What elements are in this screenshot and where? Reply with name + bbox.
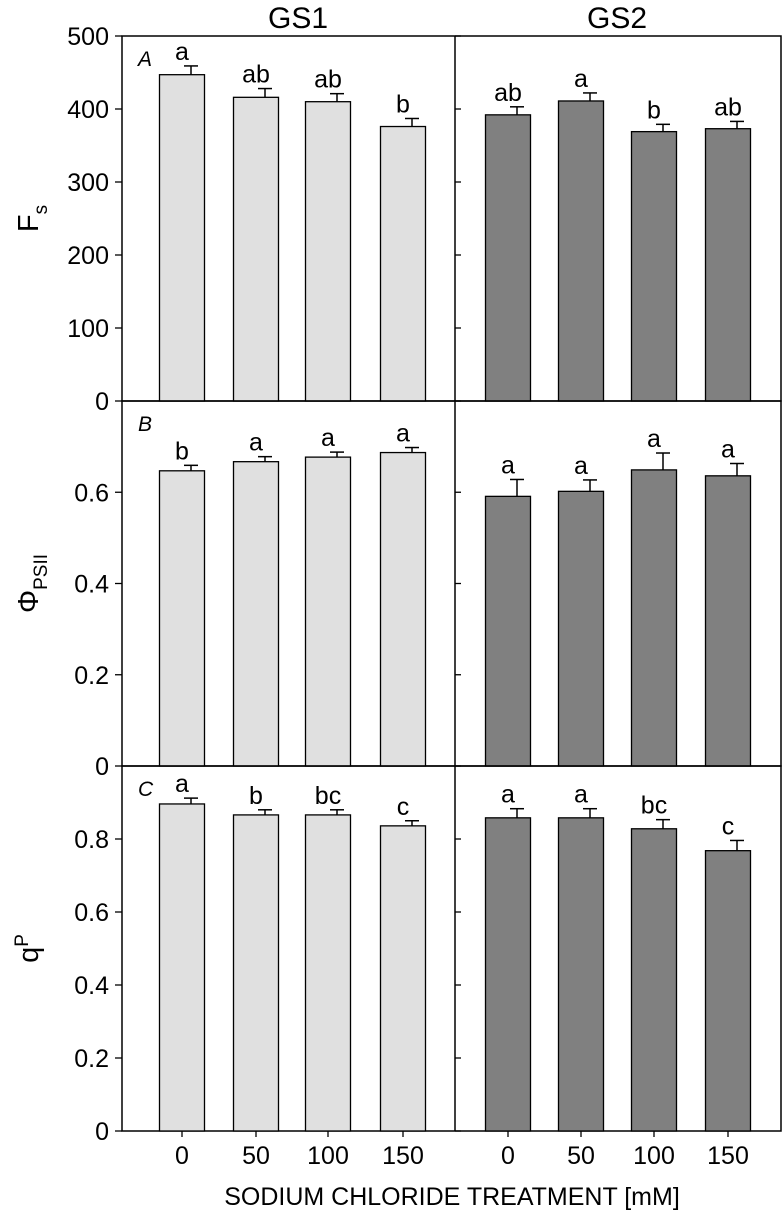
panel-letter: B: [138, 413, 152, 436]
bar-gs2-150: [704, 850, 752, 1132]
bar-gs2-0: [484, 495, 532, 767]
y-tick-label: 0: [95, 753, 109, 781]
x-tick-label: 0: [501, 1142, 515, 1170]
significance-letter: b: [249, 782, 263, 810]
y-axis-label-main: F: [13, 214, 45, 232]
panel-letter: C: [138, 778, 154, 801]
significance-letter: a: [574, 65, 588, 93]
bar-gs2-150: [704, 128, 752, 402]
y-axis-label-main: Φ: [13, 590, 45, 613]
bar-gs1-50: [232, 96, 280, 402]
significance-letter: a: [249, 429, 263, 457]
significance-letter: c: [722, 812, 735, 840]
bar-gs1-50: [232, 461, 280, 767]
y-tick-label: 400: [67, 96, 109, 124]
significance-letter: b: [647, 96, 661, 124]
bar-gs1-100: [304, 456, 352, 767]
y-axis-label-sub: s: [31, 205, 52, 215]
panel-letter: A: [136, 48, 152, 71]
column-title-gs1: GS1: [268, 2, 328, 35]
y-tick-label: 0.6: [74, 899, 109, 927]
bar-gs2-0: [484, 817, 532, 1132]
bar-gs2-50: [557, 490, 605, 767]
y-axis-label: Fs: [13, 205, 52, 232]
y-axis-label-main: q: [13, 947, 45, 963]
panel-frame: [121, 765, 782, 1132]
significance-letter: ab: [314, 66, 342, 94]
bar-gs2-150: [704, 475, 752, 767]
significance-letter: b: [396, 90, 410, 118]
x-tick-label: 0: [175, 1142, 189, 1170]
bar-gs2-100: [630, 130, 678, 402]
significance-letter: ab: [494, 79, 522, 107]
y-axis-label: ΦPSII: [13, 554, 52, 613]
bar-gs1-100: [304, 814, 352, 1132]
y-axis-label: qP: [12, 934, 45, 963]
significance-letter: c: [397, 793, 410, 821]
x-tick-label: 100: [633, 1142, 675, 1170]
bar-gs1-0: [158, 74, 206, 402]
y-tick-label: 100: [67, 315, 109, 343]
significance-letter: bc: [641, 792, 667, 820]
y-tick-label: 0.6: [74, 479, 109, 507]
bar-gs1-50: [232, 814, 280, 1132]
significance-letter: a: [574, 781, 588, 809]
significance-letter: a: [647, 425, 661, 453]
column-title-gs2: GS2: [587, 2, 647, 35]
y-axis-label-sub: P: [12, 934, 33, 947]
bar-gs1-150: [379, 825, 427, 1132]
y-axis-label-sub: PSII: [31, 554, 52, 590]
bar-gs1-150: [379, 125, 427, 402]
panel-b: 0 0.2 0.4 0.6 B ΦPSII b a a a a a a a: [13, 400, 782, 781]
significance-letter: ab: [714, 93, 742, 121]
x-tick-label: 100: [307, 1142, 349, 1170]
bar-gs2-100: [630, 469, 678, 767]
significance-letter: a: [396, 420, 410, 448]
y-tick-label: 0.2: [74, 1045, 109, 1073]
y-tick-label: 300: [67, 169, 109, 197]
significance-letter: ab: [242, 61, 270, 89]
y-tick-label: 0: [95, 1118, 109, 1146]
x-tick-label: 150: [382, 1142, 424, 1170]
y-tick-label: 0.4: [74, 571, 109, 599]
bar-gs1-100: [304, 101, 352, 402]
significance-letter: a: [501, 451, 515, 479]
significance-letter: bc: [315, 782, 341, 810]
x-axis: 0 50 100 150 0 50 100 150: [175, 1131, 749, 1170]
y-tick-label: 200: [67, 242, 109, 270]
y-tick-label: 0.2: [74, 662, 109, 690]
panel-frame: [121, 35, 782, 402]
bar-gs2-0: [484, 114, 532, 402]
bar-gs1-150: [379, 451, 427, 767]
bar-gs2-50: [557, 817, 605, 1132]
column-titles: GS1 GS2: [268, 2, 647, 35]
x-tick-label: 50: [242, 1142, 270, 1170]
significance-letter: a: [175, 770, 189, 798]
bar-gs2-100: [630, 828, 678, 1132]
significance-letter: a: [501, 781, 515, 809]
significance-letter: a: [321, 424, 335, 452]
bar-gs1-0: [158, 803, 206, 1132]
y-tick-label: 0.8: [74, 826, 109, 854]
bar-gs1-0: [158, 470, 206, 767]
y-tick-label: 0.4: [74, 972, 109, 1000]
x-tick-label: 150: [707, 1142, 749, 1170]
panel-frame: [121, 400, 782, 767]
significance-letter: a: [574, 452, 588, 480]
significance-letter: b: [175, 437, 189, 465]
x-axis-title: SODIUM CHLORIDE TREATMENT [mM]: [224, 1183, 680, 1211]
bar-gs2-50: [557, 100, 605, 402]
significance-letter: a: [175, 38, 189, 66]
significance-letter: a: [721, 436, 735, 464]
y-tick-label: 500: [67, 23, 109, 51]
x-tick-label: 50: [567, 1142, 595, 1170]
y-tick-label: 0: [95, 388, 109, 416]
